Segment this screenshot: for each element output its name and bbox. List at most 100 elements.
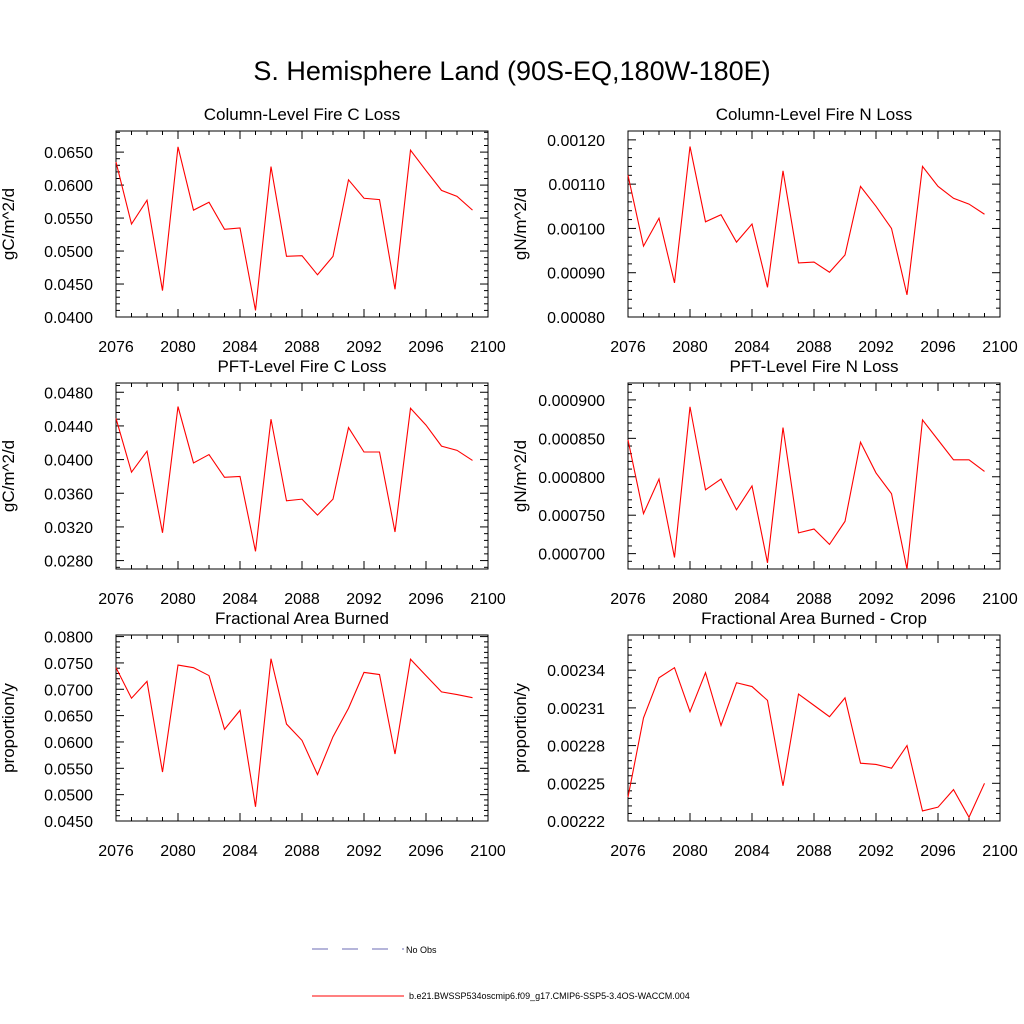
legend-model-label: b.e21.BWSSP534oscmip6.f09_g17.CMIP6-SSP5… xyxy=(409,991,690,1001)
panel-6-ylabel: proportion/y xyxy=(511,683,530,773)
panel-6-xtick-label: 2096 xyxy=(920,843,956,860)
panel-6-xtick-label: 2100 xyxy=(982,843,1018,860)
panel-4-xtick-label: 2100 xyxy=(982,591,1018,608)
panel-4-xtick-label: 2088 xyxy=(796,591,832,608)
panel-4-ytick-label: 0.000800 xyxy=(538,470,605,487)
panel-5-series-line xyxy=(115,658,473,807)
panel-2-ytick-label: 0.00110 xyxy=(548,177,605,194)
panel-4-series-line xyxy=(627,406,985,570)
panel-5-xtick-label: 2096 xyxy=(408,843,444,860)
panel-4-ylabel: gN/m^2/d xyxy=(511,440,530,512)
panel-1-ylabel: gC/m^2/d xyxy=(0,188,18,260)
panel-2-ylabel: gN/m^2/d xyxy=(511,188,530,260)
panel-1-xtick-label: 2092 xyxy=(346,339,382,356)
panel-1-series-line xyxy=(115,146,473,311)
panel-3-xtick-label: 2080 xyxy=(160,591,196,608)
panel-5-ytick-label: 0.0800 xyxy=(44,630,93,647)
panel-1-ytick-label: 0.0600 xyxy=(44,178,93,195)
panel-3-xtick-label: 2076 xyxy=(98,591,134,608)
panel-6-frame xyxy=(627,634,1001,822)
panel-4-xtick-label: 2080 xyxy=(672,591,708,608)
panel-6-ytick-label: 0.00222 xyxy=(547,814,605,831)
panel-5-ylabel: proportion/y xyxy=(0,683,18,773)
panel-4-frame xyxy=(627,382,1001,570)
panel-5-xtick-label: 2084 xyxy=(222,843,258,860)
panel-1-xtick-label: 2080 xyxy=(160,339,196,356)
panel-3-ytick-label: 0.0440 xyxy=(44,419,93,436)
panel-4-ytick-label: 0.000750 xyxy=(538,508,605,525)
panel-6-ytick-label: 0.00225 xyxy=(547,776,605,793)
panel-3-ytick-label: 0.0480 xyxy=(44,385,93,402)
panel-5-xtick-label: 2092 xyxy=(346,843,382,860)
panel-2-xtick-label: 2084 xyxy=(734,339,770,356)
panel-2-xtick-label: 2096 xyxy=(920,339,956,356)
panel-2-xtick-label: 2080 xyxy=(672,339,708,356)
panel-6-xtick-label: 2084 xyxy=(734,843,770,860)
panel-4-xtick-label: 2076 xyxy=(610,591,646,608)
panel-4-ytick-label: 0.000850 xyxy=(538,431,605,448)
panel-5-ytick-label: 0.0550 xyxy=(44,761,93,778)
panel-5-xtick-label: 2080 xyxy=(160,843,196,860)
panel-4-xtick-label: 2096 xyxy=(920,591,956,608)
panel-5-ytick-label: 0.0500 xyxy=(44,788,93,805)
panel-2-xtick-label: 2100 xyxy=(982,339,1018,356)
panel-1-title: Column-Level Fire C Loss xyxy=(204,105,401,124)
panel-3-xtick-label: 2096 xyxy=(408,591,444,608)
panel-3-title: PFT-Level Fire C Loss xyxy=(217,357,386,376)
panel-1-xtick-label: 2088 xyxy=(284,339,320,356)
panel-3-xtick-label: 2088 xyxy=(284,591,320,608)
panel-2-frame xyxy=(627,130,1001,318)
panel-5-frame xyxy=(115,634,489,822)
panel-6-xtick-label: 2092 xyxy=(858,843,894,860)
panel-3-xtick-label: 2092 xyxy=(346,591,382,608)
panel-3-ytick-label: 0.0320 xyxy=(44,520,93,537)
panel-1-frame xyxy=(115,130,489,318)
panel-6-ytick-label: 0.00234 xyxy=(547,663,605,680)
panel-1-ytick-label: 0.0400 xyxy=(44,310,93,327)
panel-1-xtick-label: 2084 xyxy=(222,339,258,356)
panel-4-xtick-label: 2092 xyxy=(858,591,894,608)
panel-2-ytick-label: 0.00080 xyxy=(547,310,605,327)
panel-5-ytick-label: 0.0450 xyxy=(44,814,93,831)
panel-5-xtick-label: 2088 xyxy=(284,843,320,860)
panel-6-xtick-label: 2088 xyxy=(796,843,832,860)
panel-3-series-line xyxy=(115,406,473,552)
panel-6-xtick-label: 2076 xyxy=(610,843,646,860)
panel-5-title: Fractional Area Burned xyxy=(215,609,389,628)
panel-2-ytick-label: 0.00120 xyxy=(547,133,605,150)
panel-5-xtick-label: 2076 xyxy=(98,843,134,860)
panel-3-ytick-label: 0.0400 xyxy=(44,453,93,470)
panel-2-xtick-label: 2092 xyxy=(858,339,894,356)
panel-5-ytick-label: 0.0650 xyxy=(44,709,93,726)
panel-3-frame xyxy=(115,382,489,570)
panel-3-ytick-label: 0.0360 xyxy=(44,486,93,503)
panel-2-ytick-label: 0.00100 xyxy=(547,221,605,238)
panel-2-title: Column-Level Fire N Loss xyxy=(716,105,913,124)
panel-1-ytick-label: 0.0650 xyxy=(44,145,93,162)
panel-6-series-line xyxy=(627,666,986,819)
panel-3-ylabel: gC/m^2/d xyxy=(0,440,18,512)
panel-2-xtick-label: 2088 xyxy=(796,339,832,356)
panel-5-ytick-label: 0.0700 xyxy=(44,682,93,699)
panel-1-xtick-label: 2100 xyxy=(470,339,506,356)
panel-3-xtick-label: 2084 xyxy=(222,591,258,608)
panel-1-ytick-label: 0.0550 xyxy=(44,211,93,228)
panel-1-ytick-label: 0.0500 xyxy=(44,244,93,261)
panel-1-xtick-label: 2076 xyxy=(98,339,134,356)
panel-6-ytick-label: 0.00231 xyxy=(547,701,605,718)
panel-4-ytick-label: 0.000700 xyxy=(538,547,605,564)
figure-title: S. Hemisphere Land (90S-EQ,180W-180E) xyxy=(253,56,771,86)
panel-2-series-line xyxy=(627,146,985,295)
panel-1-xtick-label: 2096 xyxy=(408,339,444,356)
panel-6-ytick-label: 0.00228 xyxy=(547,739,605,756)
panel-4-ytick-label: 0.000900 xyxy=(538,393,605,410)
panel-3-ytick-label: 0.0280 xyxy=(44,554,93,571)
panel-5-xtick-label: 2100 xyxy=(470,843,506,860)
panel-5-ytick-label: 0.0750 xyxy=(44,656,93,673)
panel-4-title: PFT-Level Fire N Loss xyxy=(729,357,898,376)
legend-obs-label: No Obs xyxy=(406,945,437,955)
panel-5-ytick-label: 0.0600 xyxy=(44,735,93,752)
panel-2-xtick-label: 2076 xyxy=(610,339,646,356)
panel-2-ytick-label: 0.00090 xyxy=(547,266,605,283)
